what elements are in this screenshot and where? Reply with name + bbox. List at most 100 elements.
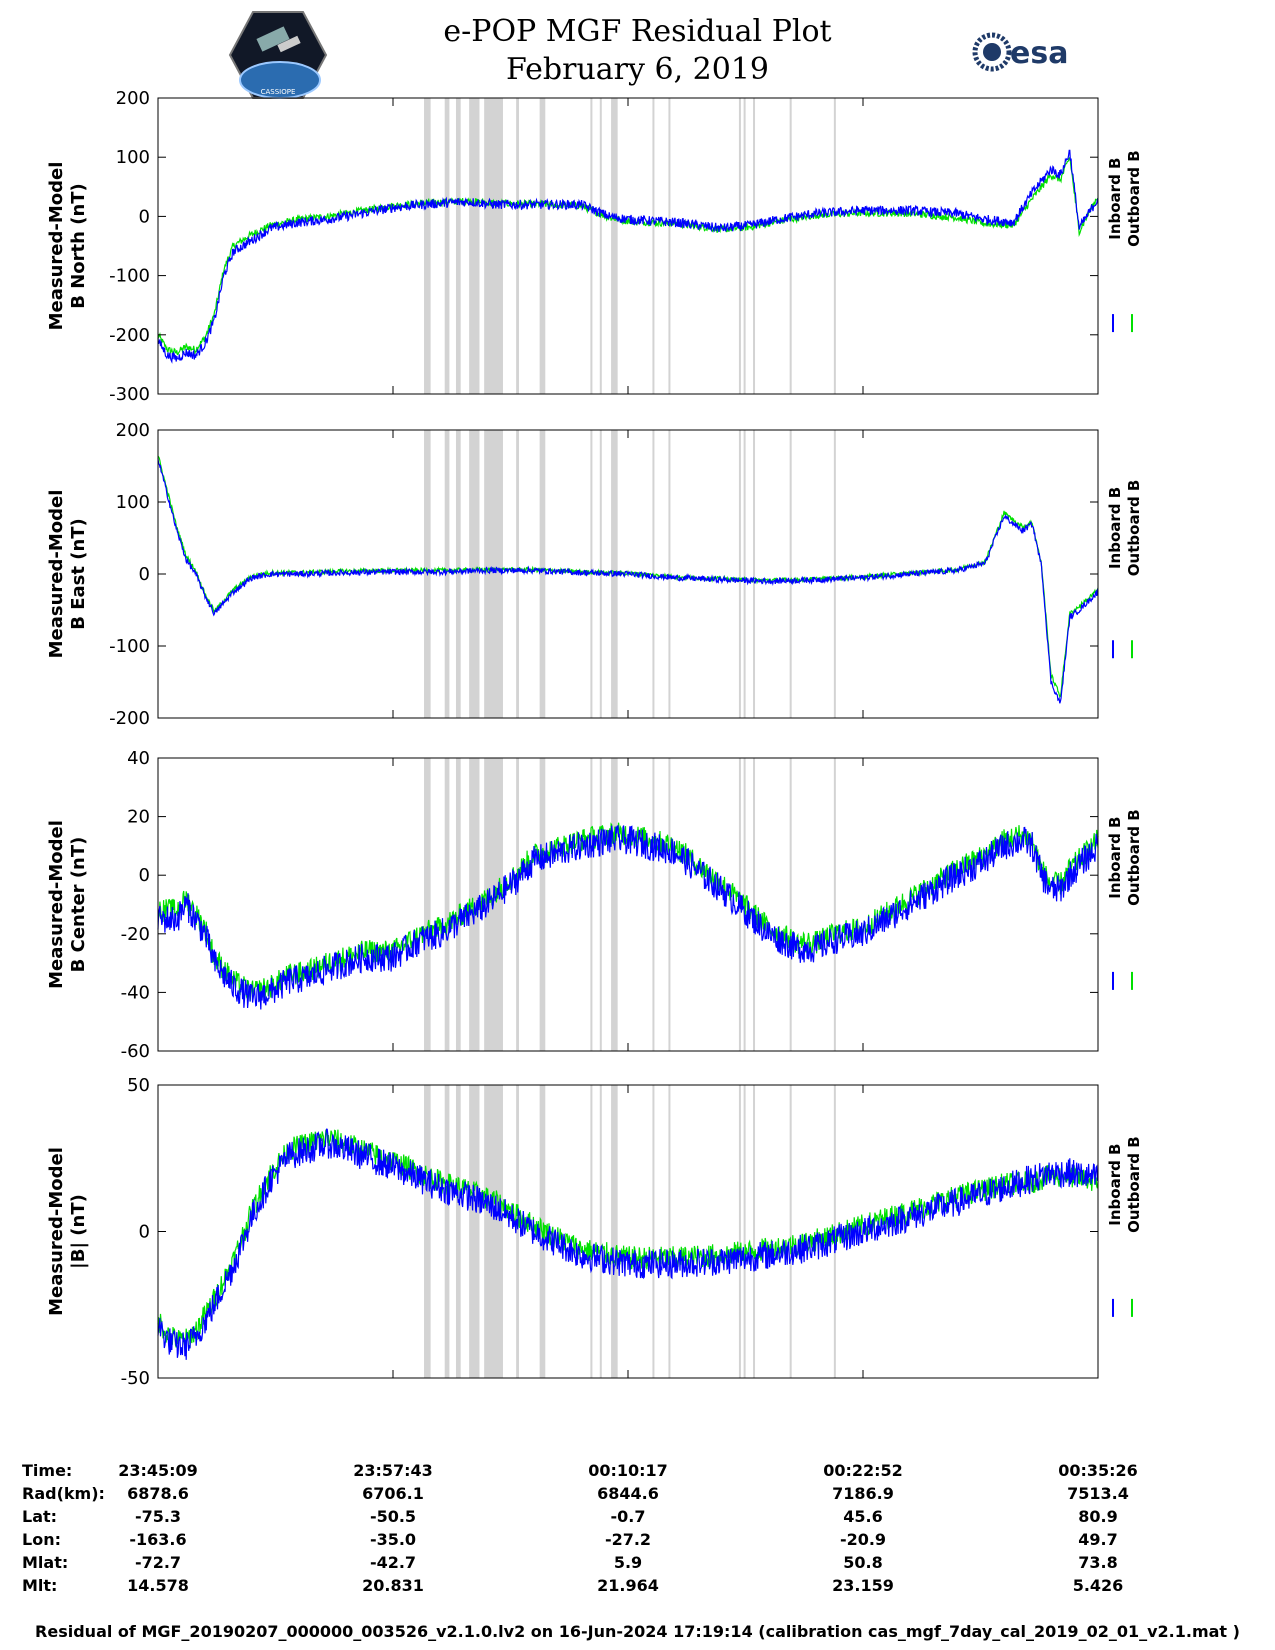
data-gap-band bbox=[743, 430, 746, 718]
data-gap-band bbox=[469, 98, 480, 394]
data-gap-band bbox=[789, 758, 792, 1051]
data-gap-band bbox=[424, 1085, 431, 1378]
y-tick-label: 200 bbox=[116, 88, 150, 109]
data-gap-band bbox=[753, 98, 756, 394]
y-axis-label: Measured-Model B East (nT) bbox=[46, 490, 89, 659]
info-cell: 6844.6 bbox=[597, 1484, 659, 1503]
y-tick-label: -200 bbox=[109, 708, 150, 729]
y-axis-label-line-1: Measured-Model bbox=[46, 820, 67, 989]
panel-1: 200 100 0 -100 -200 -300 Measured-Model B North… bbox=[46, 88, 1143, 405]
data-gap-band bbox=[789, 430, 792, 718]
series-line-outboard-b bbox=[157, 822, 1099, 1002]
plot-frame bbox=[157, 1084, 1099, 1379]
data-gap-band bbox=[444, 758, 450, 1051]
legend-outboard: Outboard B bbox=[1125, 809, 1143, 906]
data-gap-band bbox=[743, 1085, 746, 1378]
info-cell: 00:22:52 bbox=[823, 1461, 903, 1480]
info-cell: 21.964 bbox=[597, 1576, 659, 1595]
y-tick-label: -60 bbox=[121, 1041, 150, 1062]
data-gap-band bbox=[599, 1085, 602, 1378]
data-gap-band bbox=[652, 98, 655, 394]
info-cell: 7186.9 bbox=[832, 1484, 894, 1503]
data-gap-band bbox=[652, 758, 655, 1051]
y-tick-label: 0 bbox=[139, 564, 150, 585]
data-gap-band bbox=[753, 1085, 756, 1378]
y-axis-label-line-1: Measured-Model bbox=[46, 1147, 67, 1316]
info-cell: -75.3 bbox=[135, 1507, 181, 1526]
data-gap-band bbox=[590, 98, 593, 394]
data-gap-band bbox=[444, 430, 450, 718]
data-gap-band bbox=[484, 1085, 503, 1378]
footer-caption: Residual of MGF_20190207_000000_003526_v… bbox=[35, 1622, 1240, 1641]
data-gap-band bbox=[444, 98, 450, 394]
legend-inboard: Inboard B bbox=[1106, 1144, 1124, 1226]
info-cell: 5.426 bbox=[1073, 1576, 1124, 1595]
plot-frame bbox=[157, 97, 1099, 395]
legend-outboard: Outboard B bbox=[1125, 480, 1143, 577]
y-tick-label: 20 bbox=[127, 807, 150, 828]
plot-frame bbox=[157, 757, 1099, 1052]
data-gap-band bbox=[590, 758, 593, 1051]
plot-title-line2: February 6, 2019 bbox=[505, 52, 769, 87]
panel-2: 200 100 0 -100 -200 Measured-Model B East (nT)… bbox=[46, 420, 1143, 729]
info-cell: -163.6 bbox=[129, 1530, 186, 1549]
legend: Inboard B Outboard B bbox=[1106, 150, 1143, 247]
info-cell: 45.6 bbox=[843, 1507, 882, 1526]
y-tick-label: 0 bbox=[139, 865, 150, 886]
y-axis-label-line-1: Measured-Model bbox=[46, 162, 67, 331]
info-cell: 00:35:26 bbox=[1058, 1461, 1138, 1480]
y-tick-label: 200 bbox=[116, 420, 150, 441]
series-line-inboard-b bbox=[157, 825, 1099, 1010]
info-cell: -27.2 bbox=[605, 1530, 651, 1549]
y-axis-label: Measured-Model B Center (nT) bbox=[46, 820, 89, 989]
y-axis-label-line-2: B Center (nT) bbox=[68, 837, 89, 973]
panel-3: 40 20 0 -20 -40 -60 Measured-Model B Center (nT… bbox=[46, 748, 1143, 1062]
series-line-outboard-b bbox=[157, 156, 1099, 356]
info-cell: 00:10:17 bbox=[588, 1461, 668, 1480]
info-cell: -0.7 bbox=[611, 1507, 646, 1526]
plot-title-line1: e-POP MGF Residual Plot bbox=[443, 14, 832, 49]
data-gap-band bbox=[611, 758, 618, 1051]
y-tick-label: -200 bbox=[109, 325, 150, 346]
orbit-info-table: Time: 23:45:09 23:57:43 00:10:17 00:22:52 00:… bbox=[22, 1461, 1138, 1595]
esa-logo: esa bbox=[972, 32, 1068, 72]
data-gap-band bbox=[738, 98, 741, 394]
info-row-label: Rad(km): bbox=[22, 1484, 105, 1503]
data-gap-band bbox=[668, 1085, 671, 1378]
data-gap-band bbox=[455, 98, 461, 394]
data-gap-band bbox=[539, 1085, 546, 1378]
data-gap-band bbox=[590, 1085, 593, 1378]
y-axis-label-line-2: B East (nT) bbox=[68, 518, 89, 630]
series-line-inboard-b bbox=[157, 458, 1099, 704]
y-tick-label: 40 bbox=[127, 748, 150, 769]
info-cell: 23.159 bbox=[832, 1576, 894, 1595]
y-tick-label: -100 bbox=[109, 636, 150, 657]
data-gap-band bbox=[668, 430, 671, 718]
data-gap-band bbox=[455, 758, 461, 1051]
data-gap-band bbox=[753, 758, 756, 1051]
info-cell: 14.578 bbox=[127, 1576, 189, 1595]
data-gap-band bbox=[753, 430, 756, 718]
data-gap-band bbox=[444, 1085, 450, 1378]
info-cell: 49.7 bbox=[1078, 1530, 1117, 1549]
legend-outboard: Outboard B bbox=[1125, 150, 1143, 247]
data-gap-band bbox=[611, 1085, 618, 1378]
data-gap-band bbox=[789, 98, 792, 394]
info-cell: 50.8 bbox=[843, 1553, 882, 1572]
info-cell: -35.0 bbox=[370, 1530, 416, 1549]
data-gap-band bbox=[738, 1085, 741, 1378]
data-gap-band bbox=[833, 98, 836, 394]
legend-inboard: Inboard B bbox=[1106, 487, 1124, 569]
legend-outboard: Outboard B bbox=[1125, 1136, 1143, 1233]
y-axis-label: Measured-Model B North (nT) bbox=[46, 162, 89, 331]
info-cell: 6878.6 bbox=[127, 1484, 189, 1503]
legend-inboard: Inboard B bbox=[1106, 158, 1124, 240]
data-gap-band bbox=[516, 430, 519, 718]
legend-inboard: Inboard B bbox=[1106, 817, 1124, 899]
info-row-label: Lat: bbox=[22, 1507, 57, 1526]
series-line-inboard-b bbox=[157, 149, 1099, 364]
data-gap-band bbox=[469, 430, 480, 718]
info-cell: 73.8 bbox=[1078, 1553, 1117, 1572]
info-cell: 23:57:43 bbox=[353, 1461, 433, 1480]
info-cell: 5.9 bbox=[614, 1553, 642, 1572]
